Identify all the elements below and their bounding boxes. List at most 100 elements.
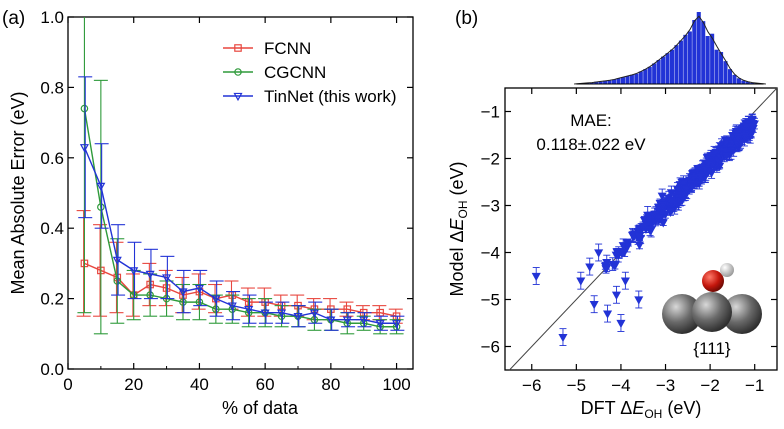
scatter-point <box>667 197 677 206</box>
panel-b-ytick-label: −6 <box>481 338 500 357</box>
scatter-point <box>616 319 626 329</box>
panel-b-xtick-label: −1 <box>745 376 764 395</box>
histogram-envelope <box>574 15 766 85</box>
scatter-point <box>634 241 644 250</box>
panel-a-xtick-label: 0 <box>63 375 72 394</box>
scatter-point <box>740 133 750 142</box>
panel-a: (a) 0 20 40 60 80 100 0.0 0.2 0.4 0.6 0.8 1.0 % of … <box>2 8 414 418</box>
data-point <box>342 316 352 325</box>
scatter-point <box>601 265 611 274</box>
scatter-point <box>721 152 731 162</box>
histogram-bar <box>625 76 630 84</box>
scatter-point <box>733 134 743 143</box>
panel-b-xlabel-prefix: DFT Δ <box>581 398 633 418</box>
panel-b-ylabel-sub: OH <box>456 200 470 218</box>
panel-b-ytick-label: −4 <box>481 244 500 263</box>
data-point <box>129 267 139 276</box>
histogram-bar <box>750 82 755 84</box>
histogram-bar <box>714 49 719 84</box>
histogram-bar <box>652 63 657 84</box>
scatter-point <box>741 123 752 132</box>
scatter-point <box>531 272 541 282</box>
scatter-point <box>634 296 644 305</box>
scatter-point <box>746 130 756 139</box>
scatter-point <box>688 175 698 184</box>
oxygen-atom <box>702 270 724 292</box>
histogram-bar <box>647 66 652 84</box>
panel-a-ytick-label: 1.0 <box>40 8 64 27</box>
histogram-bar <box>612 79 617 84</box>
data-point <box>392 320 402 329</box>
scatter-point <box>558 333 568 343</box>
histogram-bar <box>736 78 741 84</box>
panel-b-xlabel-unit: (eV) <box>662 398 701 418</box>
scatter-point <box>589 301 599 310</box>
metal-atom-center <box>692 292 732 332</box>
panel-a-ticks: 0 20 40 60 80 100 0.0 0.2 0.4 0.6 0.8 1.0 <box>40 8 413 394</box>
scatter-point <box>620 277 630 286</box>
data-point <box>359 316 369 325</box>
histogram-bar <box>589 82 594 84</box>
panel-b-ytick-label: −1 <box>481 103 500 122</box>
mae-value: 0.118±.022 eV <box>536 135 646 154</box>
scatter-point <box>702 154 712 163</box>
panel-b-xlabel-sub: OH <box>644 407 662 421</box>
data-point <box>309 309 319 318</box>
data-point <box>80 104 89 113</box>
data-point <box>277 309 287 318</box>
panel-a-ytick-label: 0.4 <box>40 219 64 238</box>
panel-a-ytick-label: 0.2 <box>40 290 64 309</box>
panel-a-xtick-label: 40 <box>190 375 209 394</box>
histogram-bar <box>723 61 728 84</box>
histogram-bar <box>683 34 688 84</box>
histogram-bar <box>719 52 724 84</box>
scatter-point <box>635 232 645 241</box>
panel-b-xtick-label: −6 <box>522 376 541 395</box>
panel-a-legend: FCNN CGCNN TinNet (this work) <box>223 39 397 106</box>
scatter-point <box>610 262 620 271</box>
data-point <box>112 256 122 265</box>
scatter-point <box>657 192 667 201</box>
histogram-bar <box>607 80 612 84</box>
histogram-bar <box>594 81 599 84</box>
panel-b-xlabel: DFT ΔEOH (eV) <box>581 398 702 421</box>
panel-b-xtick-label: −4 <box>611 376 630 395</box>
series-cgcnn <box>77 17 404 335</box>
panel-b-xtick-label: −5 <box>567 376 586 395</box>
panel-a-ytick-label: 0.0 <box>40 360 64 379</box>
panel-a-frame <box>67 16 414 370</box>
panel-b-ytick-label: −5 <box>481 291 500 310</box>
panel-b-xtick-label: −2 <box>700 376 719 395</box>
scatter-points <box>531 113 759 347</box>
adsorbate-illustration: {111} <box>662 263 762 358</box>
histogram-bar <box>620 77 625 84</box>
panel-b-points <box>531 113 759 347</box>
legend-marker <box>234 44 242 52</box>
histogram-bar <box>634 73 639 84</box>
mae-title: MAE: <box>570 111 612 130</box>
scatter-point <box>747 123 757 132</box>
data-point <box>179 298 187 306</box>
panel-b-histogram <box>574 12 766 85</box>
data-point <box>293 313 303 322</box>
histogram-bar <box>701 21 706 84</box>
metal-atom-left <box>662 294 702 334</box>
panel-a-xtick-label: 60 <box>256 375 275 394</box>
data-point <box>375 320 385 329</box>
panel-b-ticks: −6 −5 −4 −3 −2 −1 −6 −5 −4 −3 −2 −1 <box>481 88 777 395</box>
data-point <box>326 316 336 325</box>
data-point <box>113 277 122 285</box>
scatter-point <box>679 179 689 188</box>
panel-b-ylabel: Model ΔEOH (eV) <box>447 161 470 296</box>
legend-marker <box>234 68 242 76</box>
histogram-bar <box>598 81 603 84</box>
scatter-point <box>585 263 595 272</box>
panel-a-label: (a) <box>2 8 25 29</box>
legend-entry: CGCNN <box>264 63 326 82</box>
scatter-point <box>603 310 613 319</box>
data-point <box>145 270 155 280</box>
scatter-point <box>657 201 668 211</box>
legend-entry: TinNet (this work) <box>264 87 397 106</box>
data-point <box>79 144 89 153</box>
